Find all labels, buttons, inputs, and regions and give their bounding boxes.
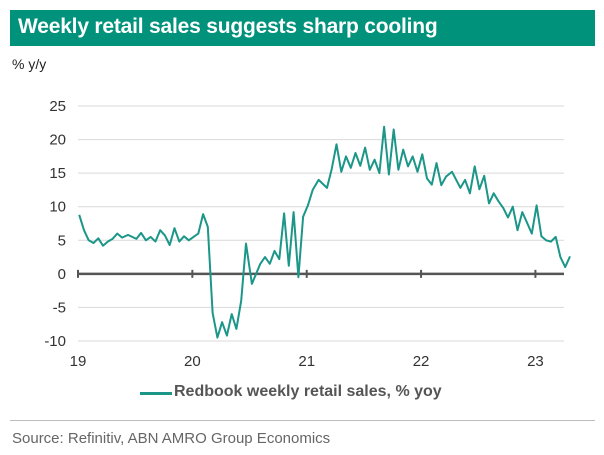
- legend-line-swatch: [140, 392, 172, 395]
- y-tick-label: 15: [49, 165, 66, 182]
- source-note: Source: Refinitiv, ABN AMRO Group Econom…: [12, 430, 331, 447]
- y-tick-label: 10: [49, 199, 66, 216]
- chart-title: Weekly retail sales suggests sharp cooli…: [18, 15, 438, 38]
- x-tick-label: 22: [413, 353, 430, 370]
- x-tick-label: 20: [184, 353, 201, 370]
- y-tick-label: -5: [53, 299, 66, 316]
- x-tick-label: 19: [70, 353, 87, 370]
- y-tick-label: -10: [44, 333, 66, 350]
- legend-label: Redbook weekly retail sales, % yoy: [174, 383, 442, 400]
- y-tick-label: 20: [49, 132, 66, 149]
- x-tick-label: 21: [298, 353, 315, 370]
- y-tick-label: 5: [58, 232, 66, 249]
- title-bar: Weekly retail sales suggests sharp cooli…: [10, 10, 595, 46]
- y-tick-label: 0: [58, 266, 66, 283]
- x-tick-label: 23: [527, 353, 544, 370]
- y-axis-unit-label: % y/y: [12, 56, 47, 72]
- y-tick-label: 25: [49, 98, 66, 115]
- footer-divider: [10, 420, 595, 421]
- series-line-redbook: [78, 125, 571, 339]
